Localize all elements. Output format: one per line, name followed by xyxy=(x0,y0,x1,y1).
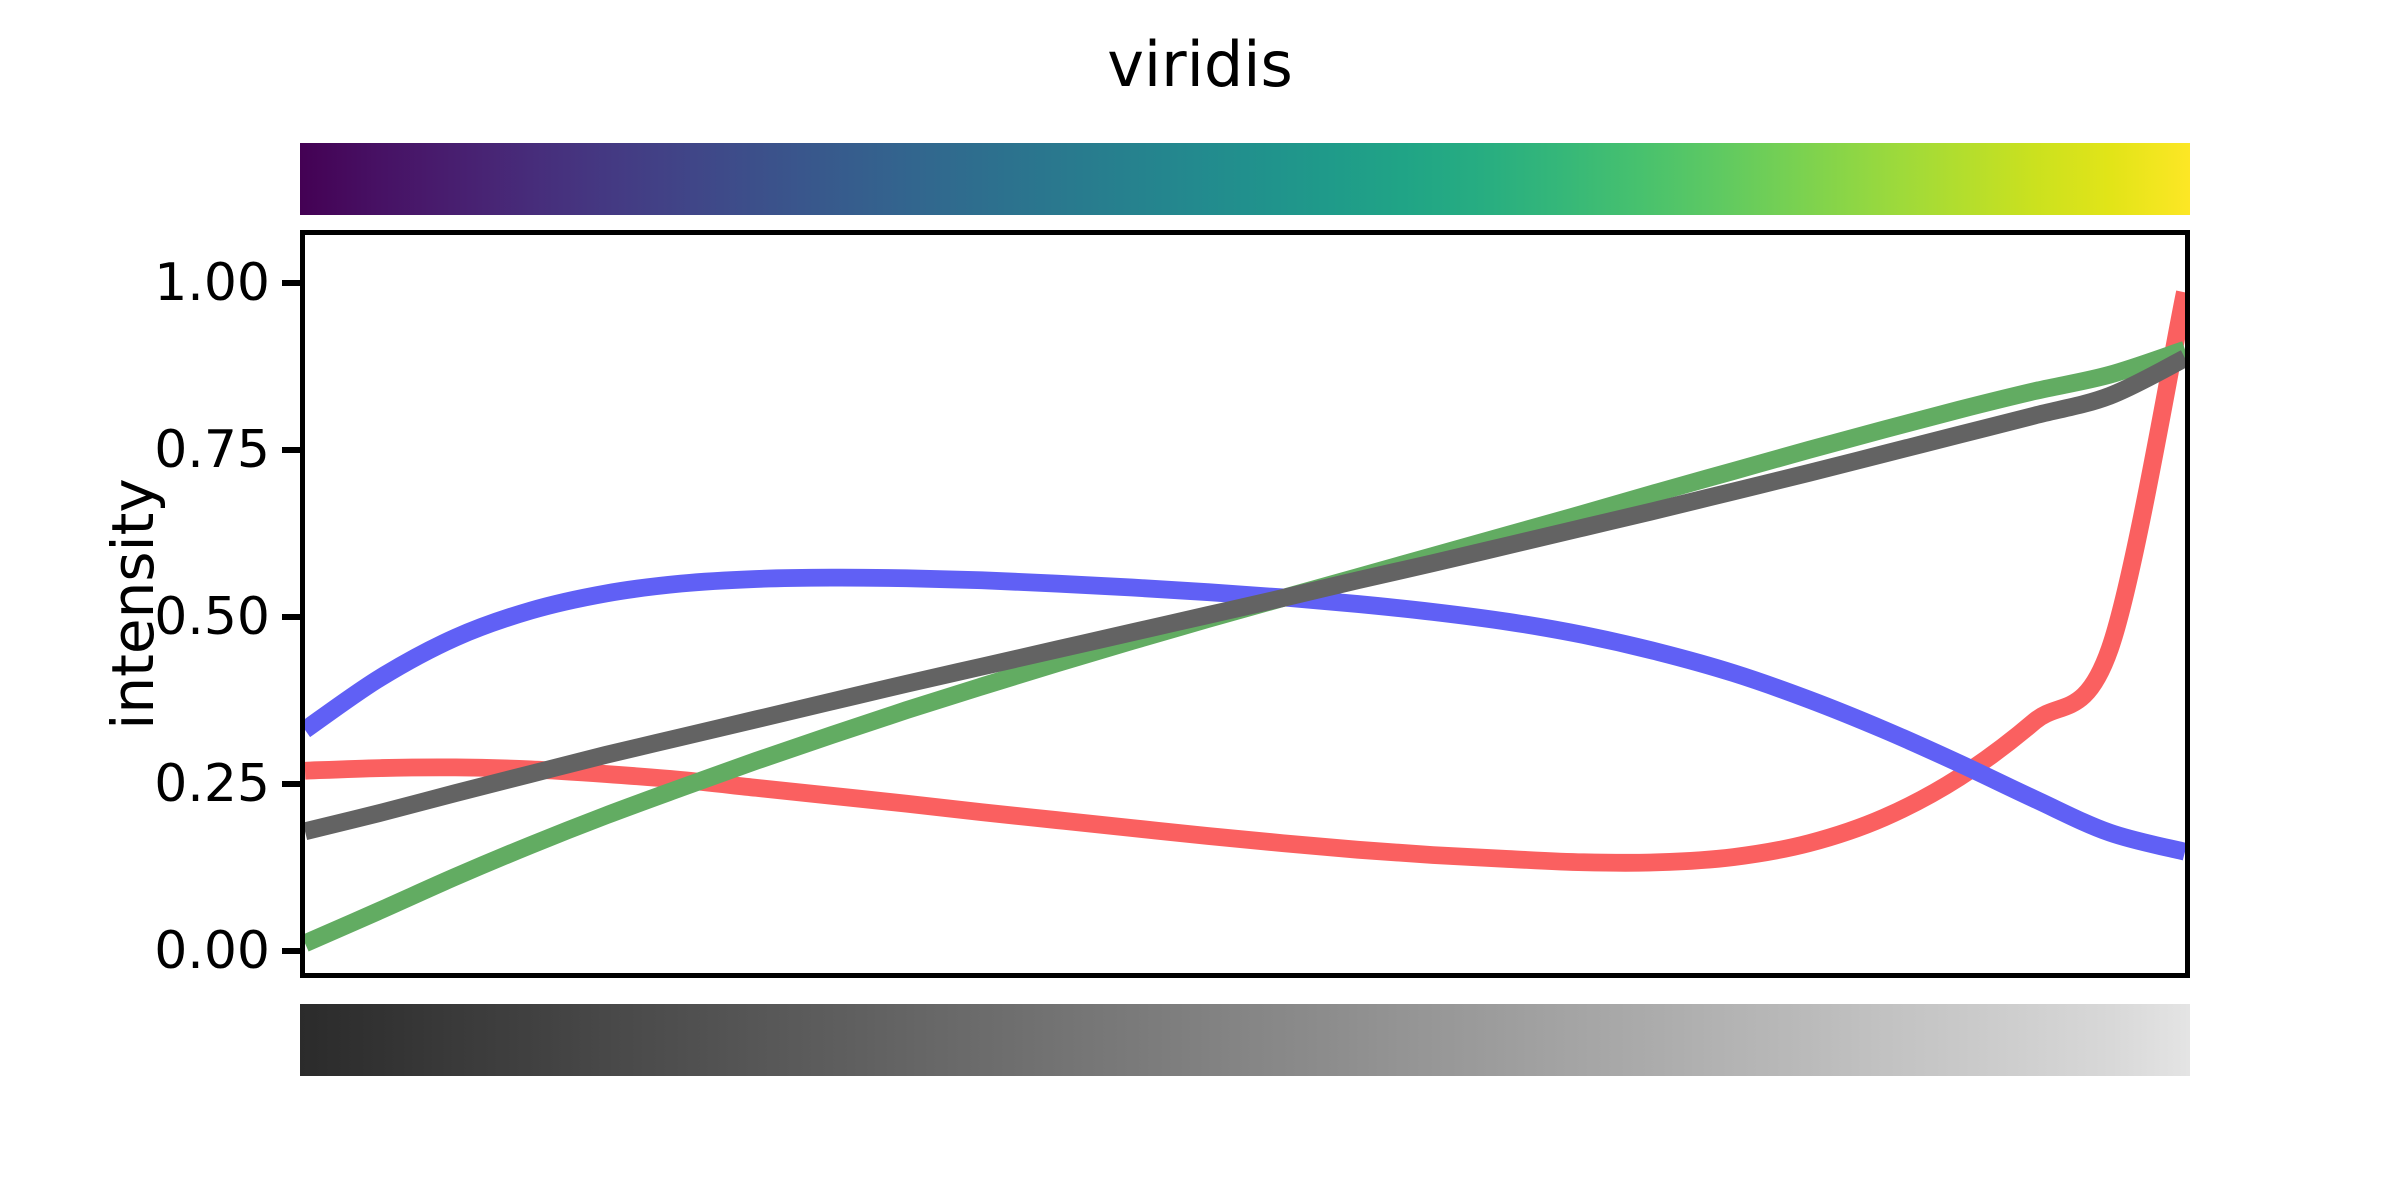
series-line-lightness xyxy=(305,350,2185,840)
page-title: viridis xyxy=(1107,28,1293,101)
series-line-blue xyxy=(305,568,2185,861)
plot-axes xyxy=(300,230,2190,978)
y-tick-mark xyxy=(282,948,300,955)
y-tick-label: 1.00 xyxy=(154,253,270,314)
series-line-green xyxy=(305,341,2185,952)
y-tick-label: 0.75 xyxy=(154,420,270,481)
viridis-colorbar xyxy=(300,143,2190,215)
lightness-grayscale-bar xyxy=(300,1004,2190,1076)
y-tick-mark xyxy=(282,280,300,287)
series-line-red xyxy=(305,290,2185,872)
y-tick-mark xyxy=(282,447,300,454)
y-tick-label: 0.00 xyxy=(154,921,270,982)
y-tick-mark xyxy=(282,781,300,788)
y-tick-mark xyxy=(282,614,300,621)
y-tick-label: 0.25 xyxy=(154,754,270,815)
y-tick-label: 0.50 xyxy=(154,587,270,648)
line-chart-svg xyxy=(305,290,2185,952)
